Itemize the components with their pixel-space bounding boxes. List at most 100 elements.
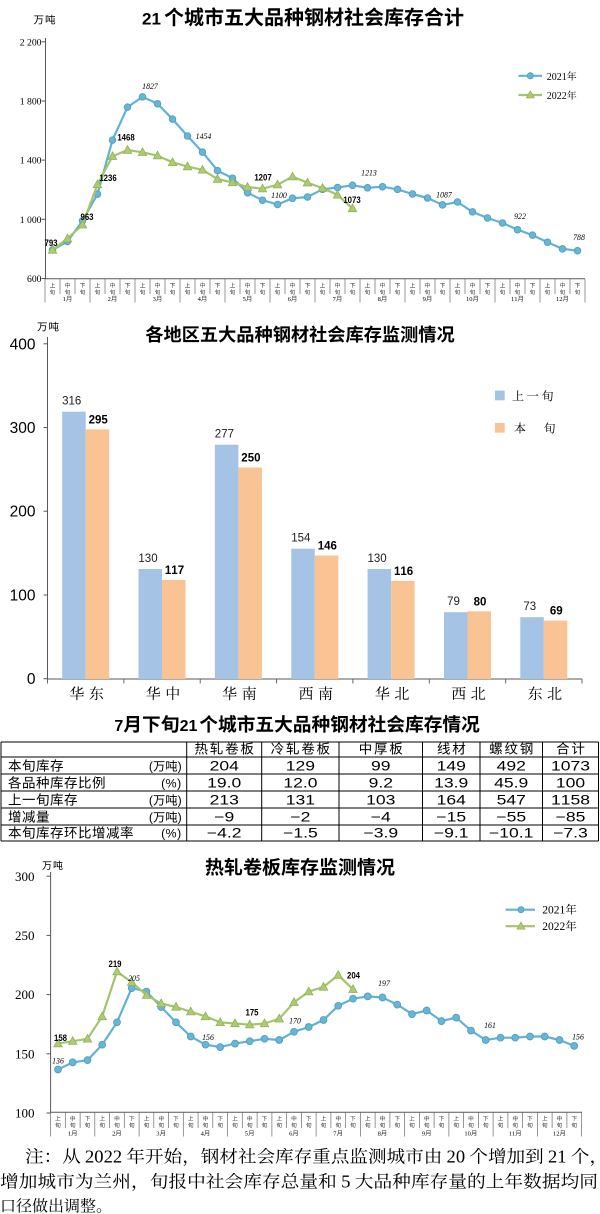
svg-text:−55: −55 xyxy=(496,810,526,825)
svg-text:158: 158 xyxy=(54,1032,67,1043)
svg-text:−7.3: −7.3 xyxy=(553,826,588,841)
svg-text:1454: 1454 xyxy=(196,132,212,141)
svg-text:400: 400 xyxy=(10,336,36,353)
svg-text:277: 277 xyxy=(215,429,234,441)
svg-text:5: 5 xyxy=(243,296,246,303)
svg-text:1236: 1236 xyxy=(99,172,117,183)
svg-text:1087: 1087 xyxy=(436,190,452,199)
svg-text:1213: 1213 xyxy=(361,168,377,177)
svg-text:9.2: 9.2 xyxy=(369,776,393,791)
svg-text:1 000: 1 000 xyxy=(20,215,42,226)
svg-text:1158: 1158 xyxy=(551,793,590,808)
svg-text:130: 130 xyxy=(138,553,157,565)
svg-text:10: 10 xyxy=(466,296,473,303)
svg-text:79: 79 xyxy=(447,596,460,608)
svg-text:9: 9 xyxy=(422,1131,425,1138)
svg-text:10: 10 xyxy=(464,1131,471,1138)
svg-text:1468: 1468 xyxy=(117,132,135,143)
svg-text:164: 164 xyxy=(437,793,467,808)
svg-text:): ) xyxy=(178,760,182,774)
svg-text:600: 600 xyxy=(27,274,42,285)
svg-text:12: 12 xyxy=(556,296,563,303)
svg-text:−4.2: −4.2 xyxy=(207,826,242,841)
svg-text:2022: 2022 xyxy=(542,921,565,933)
svg-text:11: 11 xyxy=(509,1131,516,1138)
svg-text:−2: −2 xyxy=(290,810,310,825)
svg-text:21: 21 xyxy=(142,10,161,29)
svg-text:116: 116 xyxy=(394,566,413,578)
svg-text:9: 9 xyxy=(423,296,426,303)
svg-text:(%): (%) xyxy=(161,827,182,841)
svg-text:2022: 2022 xyxy=(85,1147,122,1166)
svg-text:3: 3 xyxy=(153,296,156,303)
svg-text:492: 492 xyxy=(497,759,526,774)
svg-text:1073: 1073 xyxy=(551,759,590,774)
svg-text:3: 3 xyxy=(156,1131,159,1138)
svg-text:(: ( xyxy=(149,811,154,825)
svg-text:): ) xyxy=(178,811,182,825)
svg-text:21: 21 xyxy=(548,1147,567,1166)
svg-text:2021: 2021 xyxy=(542,905,565,917)
svg-text:2: 2 xyxy=(112,1131,115,1138)
svg-text:73: 73 xyxy=(523,601,536,613)
svg-text:963: 963 xyxy=(80,211,93,222)
svg-text:788: 788 xyxy=(573,233,586,242)
svg-text:8: 8 xyxy=(378,296,381,303)
svg-text:250: 250 xyxy=(241,453,260,465)
svg-text:205: 205 xyxy=(128,974,140,983)
svg-text:7: 7 xyxy=(333,1131,337,1138)
svg-text:(: ( xyxy=(149,760,154,774)
svg-text:1073: 1073 xyxy=(343,194,361,205)
svg-text:922: 922 xyxy=(514,212,526,221)
svg-text:150: 150 xyxy=(15,1046,35,1061)
svg-text:−15: −15 xyxy=(436,810,466,825)
svg-text:117: 117 xyxy=(165,565,184,577)
svg-text:5: 5 xyxy=(341,1172,350,1191)
svg-text:7: 7 xyxy=(114,718,123,735)
svg-text:−85: −85 xyxy=(556,810,586,825)
svg-text:219: 219 xyxy=(108,958,121,969)
svg-text:11: 11 xyxy=(511,296,518,303)
svg-text:(%): (%) xyxy=(161,777,182,791)
svg-text:6: 6 xyxy=(289,1131,293,1138)
svg-text:−10.1: −10.1 xyxy=(489,826,533,841)
svg-text:175: 175 xyxy=(245,1007,258,1018)
svg-text:170: 170 xyxy=(289,1016,302,1025)
svg-text:5: 5 xyxy=(245,1131,248,1138)
svg-text:316: 316 xyxy=(62,396,81,408)
svg-text:300: 300 xyxy=(10,420,36,437)
svg-text:1100: 1100 xyxy=(271,191,287,200)
svg-text:100: 100 xyxy=(556,776,586,791)
svg-text:(: ( xyxy=(149,794,154,808)
svg-text:69: 69 xyxy=(550,606,563,618)
svg-text:149: 149 xyxy=(437,759,466,774)
svg-text:2021: 2021 xyxy=(547,72,567,83)
svg-text:100: 100 xyxy=(15,1106,35,1121)
svg-text:4: 4 xyxy=(201,1131,205,1138)
svg-text:250: 250 xyxy=(15,928,35,943)
svg-text:13.9: 13.9 xyxy=(434,776,468,791)
svg-text:793: 793 xyxy=(44,237,57,248)
svg-text:204: 204 xyxy=(210,759,240,774)
svg-text:−3.9: −3.9 xyxy=(363,826,398,841)
svg-text:200: 200 xyxy=(15,987,35,1002)
svg-text:12.0: 12.0 xyxy=(283,776,317,791)
svg-text:2022: 2022 xyxy=(547,91,567,102)
svg-text:6: 6 xyxy=(288,296,292,303)
svg-text:1: 1 xyxy=(68,1131,71,1138)
svg-text:−9.1: −9.1 xyxy=(434,826,469,841)
svg-text:103: 103 xyxy=(366,793,396,808)
svg-text:0: 0 xyxy=(27,671,36,688)
svg-text:99: 99 xyxy=(371,759,391,774)
svg-text:295: 295 xyxy=(89,414,109,426)
svg-text:161: 161 xyxy=(484,1021,496,1030)
svg-text:204: 204 xyxy=(347,970,360,981)
svg-text:1207: 1207 xyxy=(254,172,272,183)
svg-text:200: 200 xyxy=(10,504,36,521)
svg-text:136: 136 xyxy=(52,1056,65,1065)
svg-text:1827: 1827 xyxy=(142,82,158,91)
svg-text:300: 300 xyxy=(15,869,35,884)
svg-text:154: 154 xyxy=(291,533,311,545)
svg-text:197: 197 xyxy=(378,979,391,988)
svg-text:2: 2 xyxy=(108,296,111,303)
